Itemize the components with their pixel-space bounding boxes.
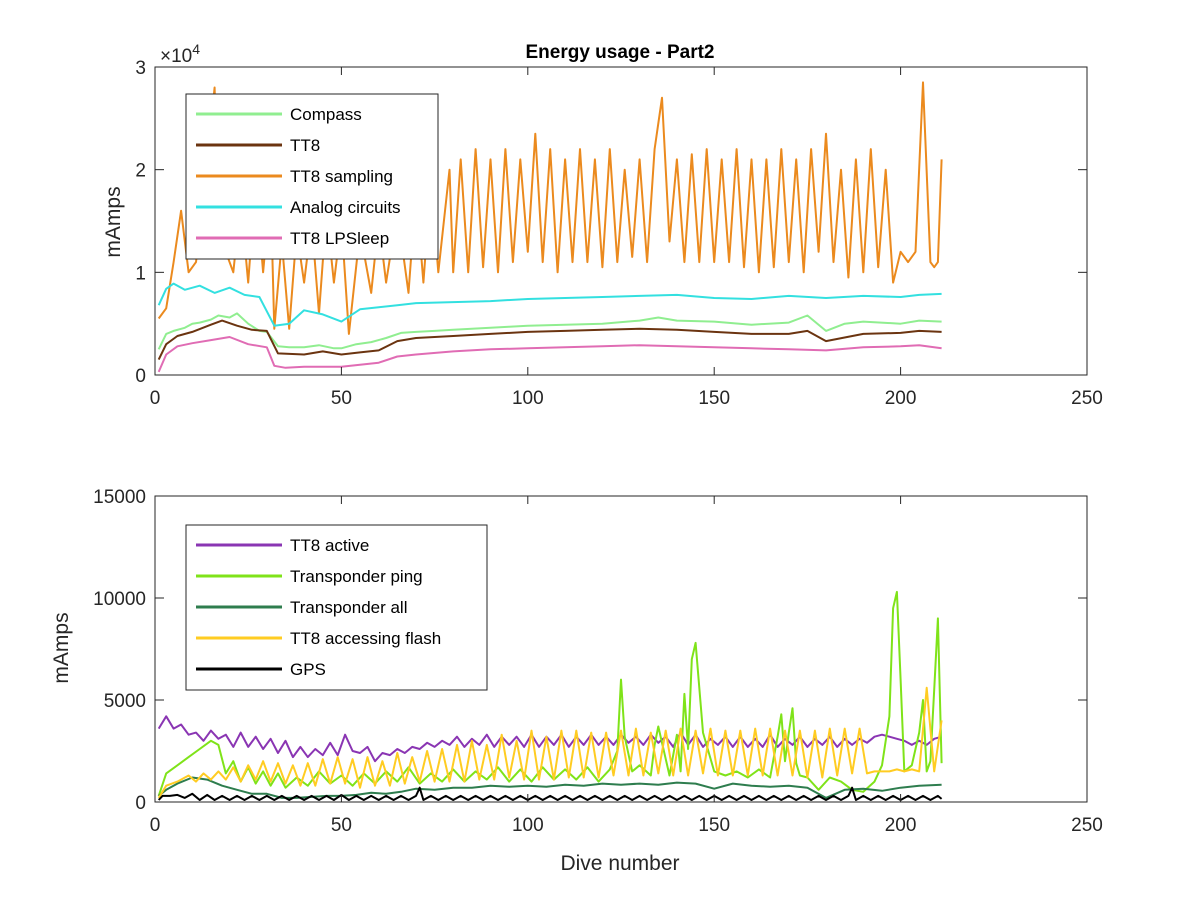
series-line-tt8-active	[157, 715, 942, 763]
legend-entry: TT8 active	[290, 536, 369, 555]
legend-entry: TT8	[290, 136, 320, 155]
x-tick-label: 150	[698, 815, 730, 836]
bottom-plot-x-axis-label: Dive number	[560, 852, 679, 875]
x-tick-label: 250	[1071, 815, 1103, 836]
series-line-tt8	[157, 319, 942, 361]
y-tick-label: 1	[135, 263, 146, 284]
top-plot-legend: Compass TT8 TT8 sampling Analog circuits TT8…	[185, 93, 439, 260]
series-line-gps	[157, 786, 943, 801]
series-line-compass	[157, 312, 942, 350]
bottom-plot-ticks: 0 50 100 150 200 250 0 5000 10000 15000	[93, 487, 1103, 836]
legend-entry: Analog circuits	[290, 198, 401, 217]
series-line-analog-circuits	[157, 282, 942, 327]
x-tick-label: 100	[512, 388, 544, 409]
x-tick-label: 50	[331, 388, 352, 409]
top-plot-exponent-label: ×104	[160, 41, 200, 67]
top-plot-title: Energy usage - Part2	[525, 42, 714, 63]
bottom-plot-frame	[154, 495, 1088, 803]
legend-entry: TT8 sampling	[290, 167, 393, 186]
series-line-transponder-ping	[157, 590, 943, 797]
series-line-tt8-lpsleep	[157, 336, 942, 373]
y-tick-label: 10000	[93, 589, 146, 610]
bottom-plot: mAmps Dive number 0 50 100 150 200 250 0 5000 10…	[50, 487, 1103, 875]
top-plot: Energy usage - Part2 ×104 mAmps 0 50 100 15…	[102, 41, 1103, 409]
legend-entry: TT8 accessing flash	[290, 629, 441, 648]
top-plot-series-group	[157, 81, 943, 373]
top-plot-frame	[154, 66, 1088, 376]
series-line-transponder-all	[158, 776, 942, 799]
bottom-plot-y-axis-label: mAmps	[50, 612, 73, 683]
y-tick-label: 15000	[93, 487, 146, 508]
x-tick-label: 50	[331, 815, 352, 836]
series-line-tt8-accessing-flash	[157, 686, 943, 799]
legend-entry: Compass	[290, 105, 362, 124]
y-tick-label: 2	[135, 161, 146, 182]
x-tick-label: 200	[885, 815, 917, 836]
legend-entry: TT8 LPSleep	[290, 229, 389, 248]
y-tick-label: 0	[135, 366, 146, 387]
x-tick-label: 150	[698, 388, 730, 409]
x-tick-label: 0	[150, 388, 161, 409]
legend-entry: Transponder all	[290, 598, 408, 617]
bottom-plot-legend: TT8 active Transponder ping Transponder al…	[185, 524, 488, 691]
x-tick-label: 100	[512, 815, 544, 836]
x-tick-label: 250	[1071, 388, 1103, 409]
legend-entry: GPS	[290, 660, 326, 679]
legend-entry: Transponder ping	[290, 567, 423, 586]
series-line-tt8-sampling	[157, 81, 943, 335]
y-tick-label: 5000	[104, 691, 146, 712]
bottom-plot-series-group	[157, 590, 943, 801]
top-plot-y-axis-label: mAmps	[102, 186, 125, 257]
x-tick-label: 0	[150, 815, 161, 836]
y-tick-label: 3	[135, 58, 146, 79]
x-tick-label: 200	[885, 388, 917, 409]
y-tick-label: 0	[135, 793, 146, 814]
